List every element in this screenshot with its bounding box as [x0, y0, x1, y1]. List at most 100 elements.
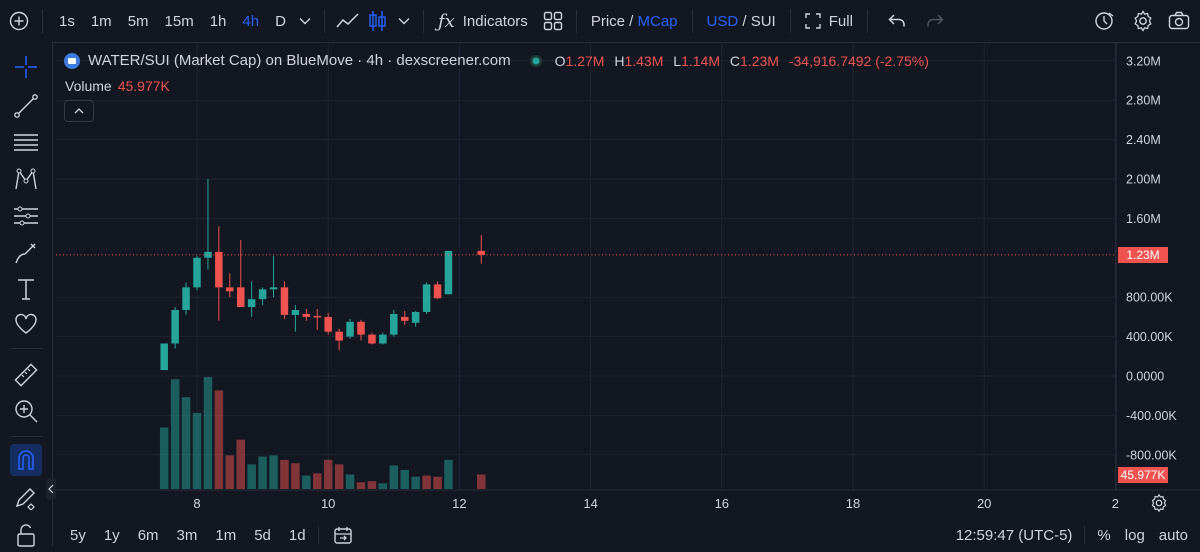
- x-tick-label: 8: [193, 496, 200, 511]
- range-1m[interactable]: 1m: [215, 526, 237, 544]
- y-tick-label: -400.00K: [1126, 409, 1177, 423]
- volume-bar: [433, 476, 442, 489]
- volume-bar: [345, 474, 355, 489]
- separator: [691, 9, 693, 33]
- range-3m[interactable]: 3m: [176, 526, 198, 544]
- range-1d[interactable]: 1d: [288, 526, 306, 544]
- timeframe-1s[interactable]: 1s: [59, 12, 75, 30]
- top-toolbar: 1s 1m 5m 15m 1h 4h D ƒx Indicators Price…: [0, 0, 1200, 43]
- settings-gear-icon[interactable]: [1128, 0, 1158, 42]
- auto-toggle[interactable]: auto: [1158, 526, 1188, 544]
- candle-body: [258, 289, 267, 300]
- line-chart-icon[interactable]: [333, 0, 363, 42]
- add-symbol-icon[interactable]: [4, 0, 34, 42]
- chevron-down-icon[interactable]: [294, 0, 316, 42]
- volume-bar: [302, 475, 311, 489]
- timeframe-15m[interactable]: 15m: [164, 12, 194, 30]
- brush-icon[interactable]: [8, 237, 44, 271]
- camera-icon[interactable]: [1164, 0, 1194, 42]
- alert-clock-icon[interactable]: [1090, 0, 1120, 42]
- redo-icon[interactable]: [920, 0, 950, 42]
- collapse-sidebar-arrow[interactable]: [46, 478, 56, 500]
- token-logo-icon: [64, 52, 80, 69]
- chevron-down-icon[interactable]: [393, 0, 415, 42]
- volume-bar: [422, 475, 431, 489]
- zoom-in-icon[interactable]: [8, 394, 44, 428]
- fib-levels-icon[interactable]: [8, 126, 44, 160]
- timeframe-1m[interactable]: 1m: [90, 12, 112, 30]
- volume-bar: [247, 464, 256, 489]
- low-value: 1.14M: [681, 52, 720, 69]
- collapse-legend-button[interactable]: [64, 100, 94, 122]
- candle: [160, 343, 168, 371]
- price-label: Price: [590, 12, 625, 30]
- goto-date-icon[interactable]: [333, 525, 353, 545]
- log-toggle[interactable]: log: [1124, 526, 1145, 544]
- price-axis: 3.20M 2.80M 2.40M 2.00M 1.60M 800.00K 400.00K 0…: [1126, 54, 1177, 462]
- candle-body: [247, 299, 256, 308]
- candle: [258, 287, 267, 306]
- candle-body: [193, 257, 201, 288]
- fullscreen-button[interactable]: Full: [799, 0, 859, 42]
- volume-bars: [159, 377, 486, 489]
- candle-body: [291, 310, 300, 315]
- time-axis: 8 10 12 14 16 18 20 2: [193, 496, 1119, 511]
- volume-bar: [269, 455, 278, 489]
- indicators-button[interactable]: ƒx Indicators: [432, 0, 528, 42]
- undo-icon[interactable]: [882, 0, 912, 42]
- forecast-icon[interactable]: [8, 199, 44, 233]
- timeframe-d[interactable]: D: [275, 12, 286, 30]
- range-5d[interactable]: 5d: [254, 526, 271, 544]
- candle: [346, 318, 354, 339]
- ruler-icon[interactable]: [8, 358, 44, 392]
- y-tick-label: 2.80M: [1126, 94, 1161, 108]
- candle-body: [182, 287, 190, 311]
- heart-icon[interactable]: [8, 307, 44, 341]
- slash: /: [742, 12, 747, 30]
- range-5y[interactable]: 5y: [70, 526, 86, 544]
- candle: [313, 309, 321, 330]
- crosshair-icon[interactable]: [8, 50, 44, 84]
- last-price-badge: 1.23M: [1118, 246, 1168, 263]
- volume-bar: [170, 379, 180, 489]
- range-1y[interactable]: 1y: [103, 526, 120, 544]
- x-tick-label: 18: [846, 496, 860, 511]
- candle: [411, 310, 420, 327]
- candle: [379, 332, 387, 345]
- last-volume-badge: 45.977K: [1118, 467, 1168, 483]
- magnet-icon[interactable]: [10, 444, 42, 476]
- volume-bar: [280, 459, 289, 489]
- layouts-icon[interactable]: [538, 0, 568, 42]
- volume-bar: [258, 456, 267, 489]
- clock-time[interactable]: 12:59:47 (UTC-5): [955, 526, 1073, 544]
- pattern-icon[interactable]: [8, 163, 44, 197]
- candle: [357, 319, 365, 341]
- y-tick-label: 2.40M: [1126, 133, 1161, 147]
- text-tool-icon[interactable]: [8, 272, 44, 306]
- range-6m[interactable]: 6m: [137, 526, 159, 544]
- candle: [171, 307, 179, 349]
- fx-icon: ƒx: [437, 10, 455, 32]
- timeframe-5m[interactable]: 5m: [127, 12, 149, 30]
- stay-drawing-icon[interactable]: [8, 480, 44, 514]
- timeframe-1h[interactable]: 1h: [209, 12, 227, 30]
- candle: [269, 255, 278, 298]
- candle: [444, 250, 453, 295]
- fullscreen-icon: [805, 13, 821, 29]
- candles-chart-icon[interactable]: [363, 0, 393, 42]
- trend-line-icon[interactable]: [8, 89, 44, 123]
- y-tick-label: -800.00K: [1126, 448, 1177, 462]
- usd-sui-toggle[interactable]: USD / SUI: [701, 0, 782, 42]
- price-mcap-toggle[interactable]: Price / MCap: [585, 0, 684, 42]
- candle-body: [302, 313, 311, 317]
- chart-legend: WATER/SUI (Market Cap) on BlueMove · 4h …: [64, 52, 929, 69]
- volume-bar: [356, 482, 366, 489]
- chart-settings-icon[interactable]: [1149, 493, 1169, 513]
- candle-body: [204, 251, 212, 258]
- timeframe-4h[interactable]: 4h: [242, 12, 260, 30]
- percent-toggle[interactable]: %: [1097, 526, 1111, 544]
- candle-body: [422, 284, 431, 312]
- volume-bar: [378, 483, 388, 489]
- ohlc-values: O1.27M H1.43M L1.14M C1.23M -34,916.7492…: [554, 52, 929, 69]
